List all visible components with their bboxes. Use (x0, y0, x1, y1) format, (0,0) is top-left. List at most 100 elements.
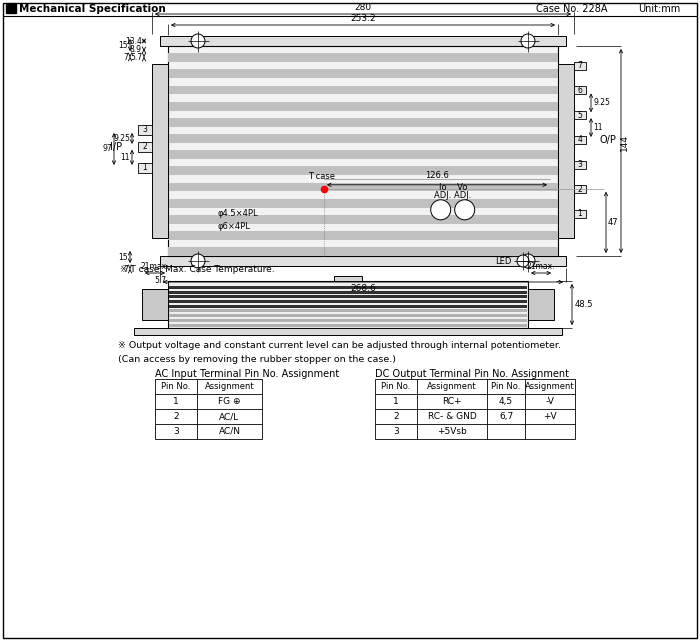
Text: 7: 7 (123, 53, 128, 62)
Text: 280: 280 (354, 3, 372, 12)
Bar (168, 167, 558, 175)
Bar (574, 62, 586, 70)
Text: 15: 15 (118, 253, 128, 262)
Bar (6, 4, 16, 13)
Text: 9.25: 9.25 (593, 98, 610, 107)
Text: 2: 2 (173, 412, 178, 421)
Bar (334, 276, 362, 281)
Text: 1: 1 (173, 397, 179, 406)
Bar (138, 125, 152, 135)
Text: 6: 6 (578, 86, 582, 95)
Bar (168, 231, 558, 240)
Bar (168, 215, 558, 224)
Circle shape (430, 200, 451, 220)
Bar (168, 150, 558, 159)
Text: Mechanical Specification: Mechanical Specification (19, 4, 166, 14)
Bar (169, 304, 527, 308)
Text: AC Input Terminal Pin No. Assignment: AC Input Terminal Pin No. Assignment (155, 369, 340, 379)
Bar (168, 134, 558, 143)
Text: 21max.: 21max. (141, 262, 169, 271)
Bar (134, 328, 562, 335)
Text: 2: 2 (393, 412, 399, 421)
Text: DC Output Terminal Pin No. Assignment: DC Output Terminal Pin No. Assignment (375, 369, 569, 379)
Bar (168, 102, 558, 111)
Bar (169, 319, 527, 322)
Text: 97: 97 (102, 144, 112, 153)
Text: 9.25: 9.25 (113, 134, 130, 143)
Text: 3: 3 (173, 427, 179, 436)
Bar (574, 210, 586, 218)
Bar (169, 324, 527, 327)
Text: 3: 3 (578, 160, 582, 169)
Text: ※ T case: Max. Case Temperature.: ※ T case: Max. Case Temperature. (120, 265, 274, 274)
Text: AC/L: AC/L (219, 412, 239, 421)
Text: ADJ. ADJ.: ADJ. ADJ. (434, 191, 471, 200)
Bar (155, 379, 262, 439)
Bar (168, 281, 528, 328)
Bar (574, 136, 586, 144)
Text: 11: 11 (120, 153, 130, 162)
Text: 5.7: 5.7 (130, 53, 142, 62)
Text: Case No. 228A: Case No. 228A (536, 4, 608, 14)
Text: 1: 1 (578, 210, 582, 219)
Text: FG ⊕: FG ⊕ (218, 397, 241, 406)
Bar (168, 118, 558, 127)
Text: 48.5: 48.5 (575, 300, 594, 309)
Bar (574, 185, 586, 194)
Text: 1: 1 (393, 397, 399, 406)
Text: T case: T case (309, 172, 335, 181)
Text: 144: 144 (620, 134, 629, 151)
Bar (169, 290, 527, 294)
Text: Unit:mm: Unit:mm (638, 4, 680, 14)
Text: Assignment: Assignment (427, 382, 477, 391)
Bar (168, 46, 558, 256)
Text: Pin No.: Pin No. (491, 382, 521, 391)
Text: 3: 3 (143, 126, 148, 135)
Text: Io    Vo: Io Vo (438, 183, 467, 192)
Text: 1: 1 (143, 163, 148, 172)
Circle shape (191, 254, 205, 268)
Text: RC+: RC+ (442, 397, 462, 406)
Text: -V: -V (545, 397, 554, 406)
Bar (168, 69, 558, 78)
Circle shape (455, 200, 475, 220)
Bar (574, 111, 586, 119)
Text: I/P: I/P (110, 142, 122, 152)
Text: Assignment: Assignment (204, 382, 254, 391)
Circle shape (191, 34, 205, 48)
Bar (375, 379, 575, 439)
Bar (574, 161, 586, 169)
Text: (Can access by removing the rubber stopper on the case.): (Can access by removing the rubber stopp… (118, 356, 396, 365)
Bar (169, 300, 527, 303)
Bar (168, 86, 558, 94)
Text: O/P: O/P (600, 135, 617, 145)
Text: 21max.: 21max. (526, 262, 555, 271)
Circle shape (517, 255, 529, 267)
Bar (558, 64, 574, 238)
Text: 4,5: 4,5 (499, 397, 513, 406)
Circle shape (521, 34, 535, 48)
Bar (169, 310, 527, 313)
Bar (152, 64, 168, 238)
Bar (138, 142, 152, 152)
Text: 15: 15 (118, 40, 128, 49)
Bar (168, 53, 558, 62)
Text: 11: 11 (593, 123, 603, 132)
Text: 13.4: 13.4 (125, 37, 142, 46)
Circle shape (521, 254, 535, 268)
Text: AC/N: AC/N (218, 427, 241, 436)
Text: 2: 2 (143, 142, 148, 151)
Text: 253.2: 253.2 (350, 14, 376, 23)
Text: 47: 47 (608, 218, 619, 227)
Text: φ6×4PL: φ6×4PL (218, 222, 251, 231)
Text: Pin No.: Pin No. (382, 382, 411, 391)
Bar (169, 296, 527, 299)
Bar (160, 256, 566, 266)
Text: 3: 3 (393, 427, 399, 436)
Bar (169, 314, 527, 317)
Text: 126.6: 126.6 (425, 171, 449, 179)
Bar (168, 183, 558, 192)
Bar (574, 87, 586, 94)
Bar (160, 36, 566, 46)
Text: Pin No.: Pin No. (161, 382, 190, 391)
